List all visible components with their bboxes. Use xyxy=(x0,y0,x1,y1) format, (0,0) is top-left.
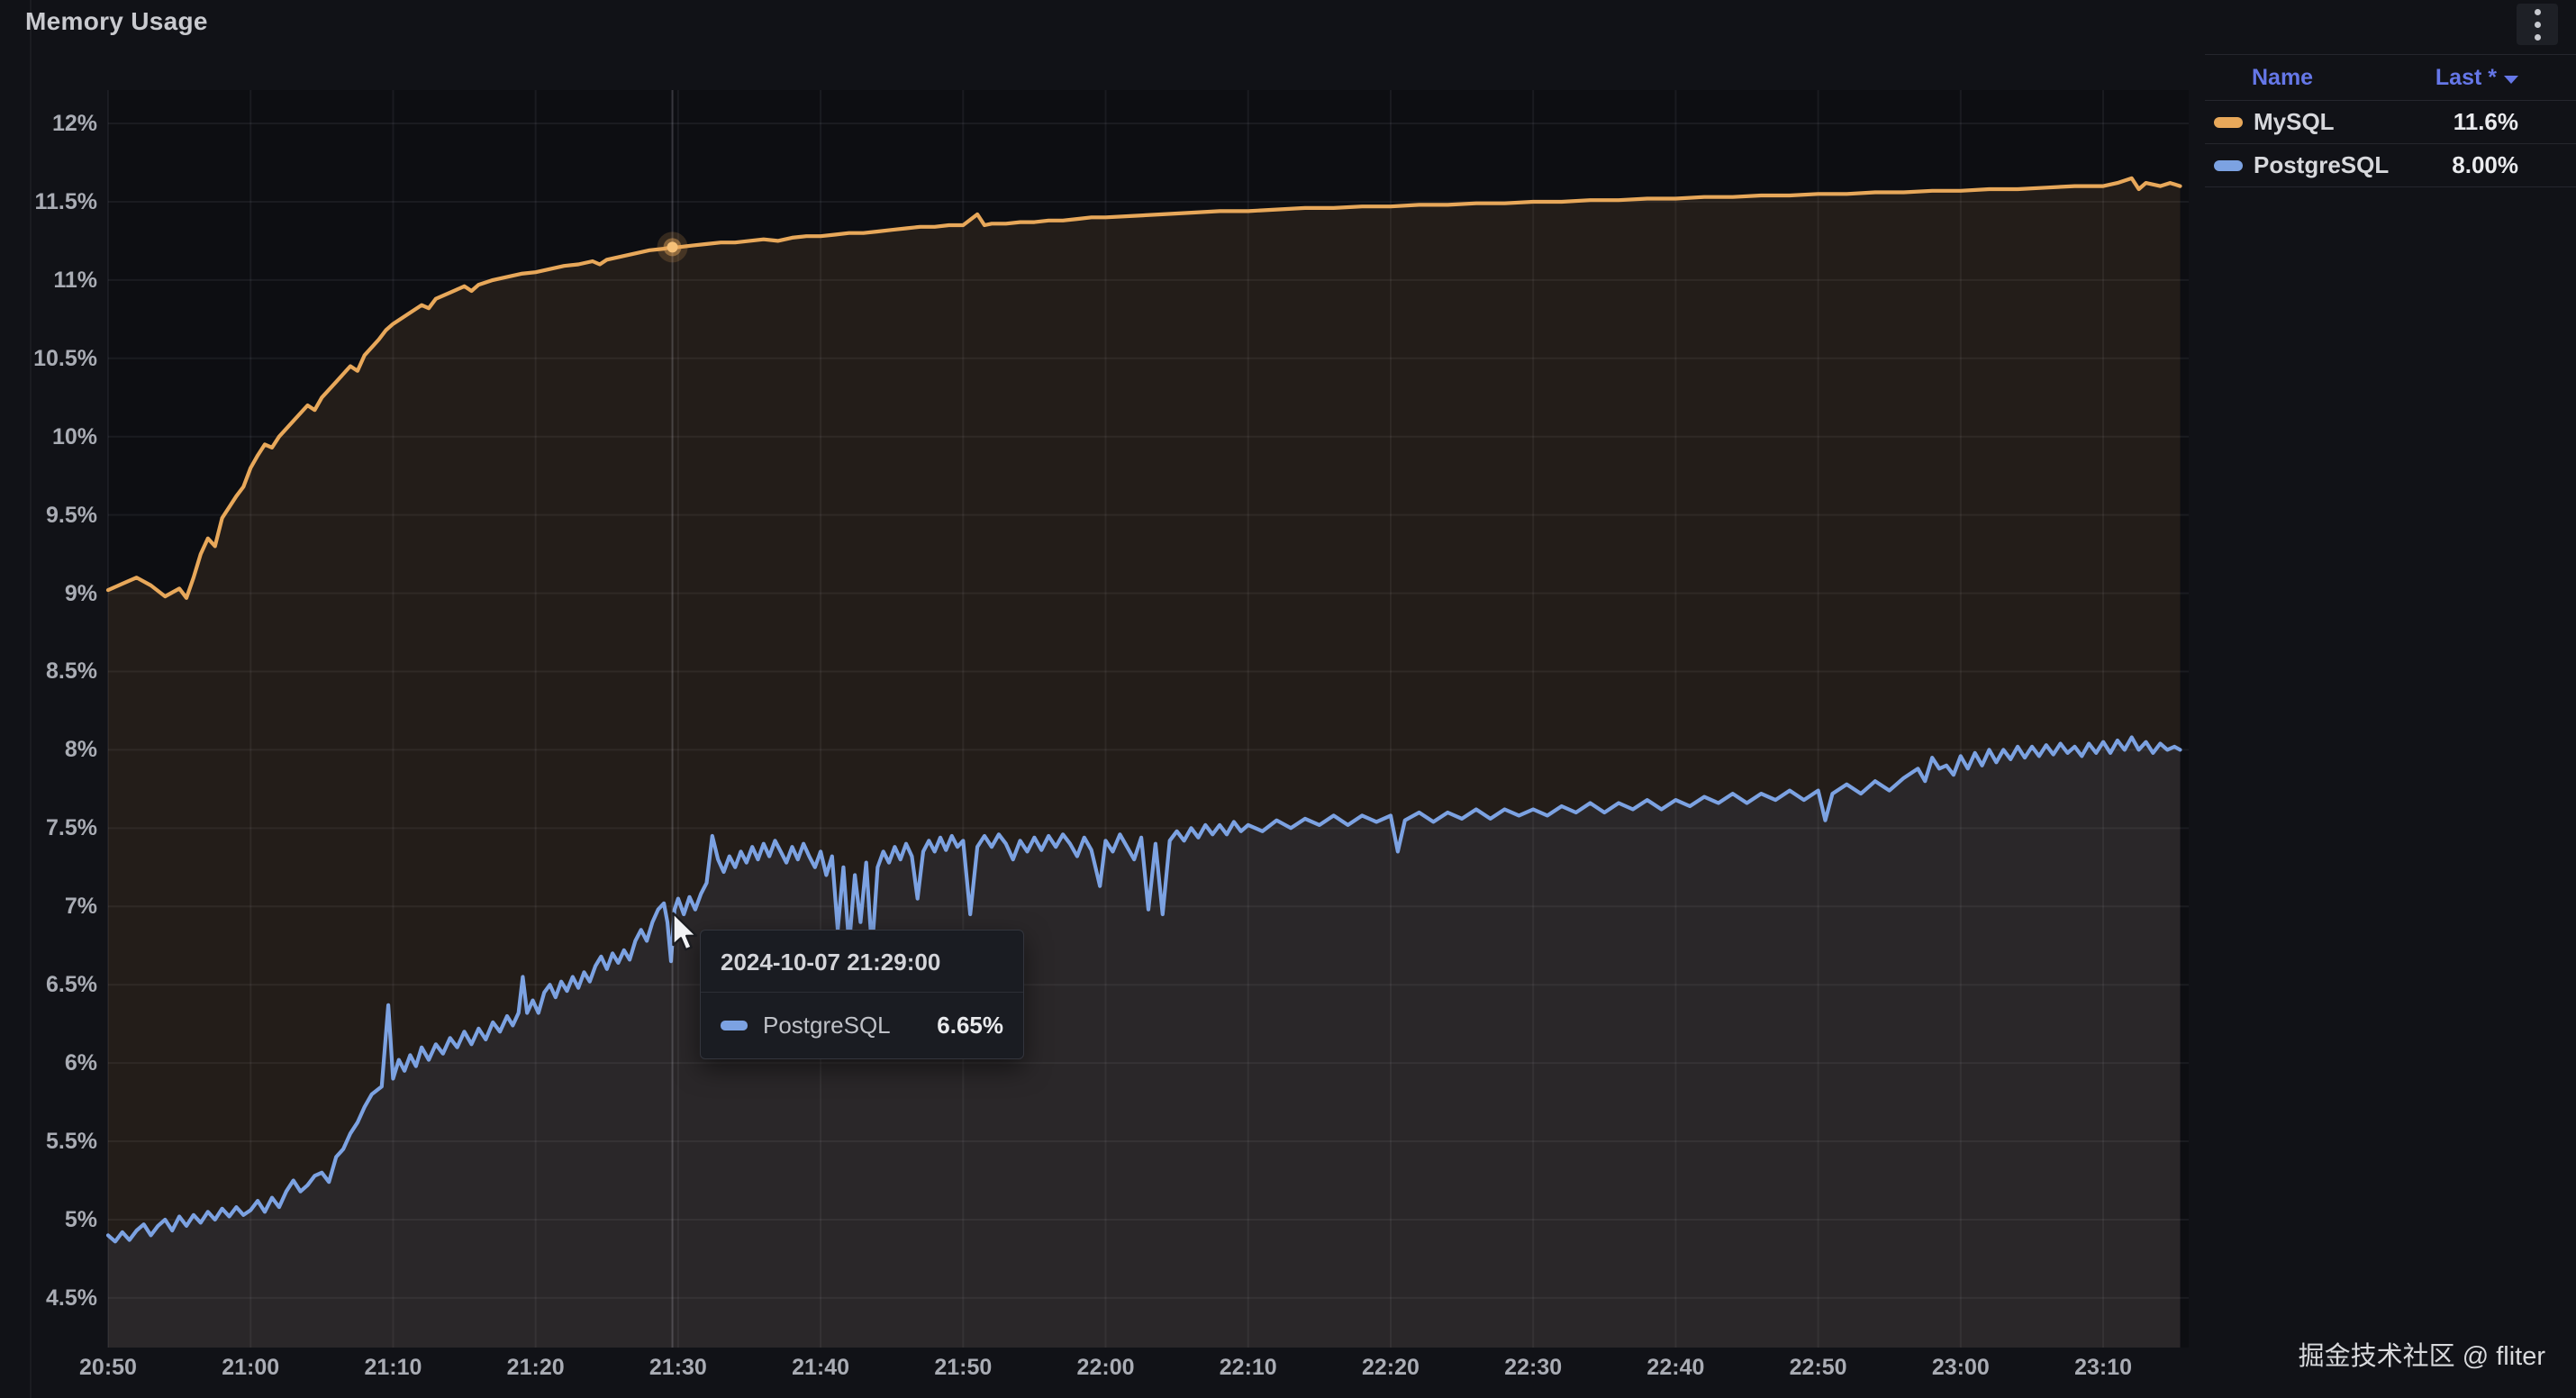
x-tick-label: 21:10 xyxy=(364,1355,422,1380)
legend-header: Name Last * xyxy=(2205,54,2576,101)
plot-background xyxy=(108,90,2189,1348)
panel-title: Memory Usage xyxy=(25,7,208,35)
caret-down-icon xyxy=(2504,75,2518,84)
panel-left-border xyxy=(30,0,32,1398)
series-area-PostgreSQL xyxy=(108,737,2181,1348)
y-tick-label: 6% xyxy=(64,1050,97,1076)
legend-row-MySQL[interactable]: MySQL 11.6% xyxy=(2205,101,2576,144)
x-tick-label: 22:30 xyxy=(1504,1355,1563,1380)
tooltip-timestamp: 2024-10-07 21:29:00 xyxy=(721,949,941,976)
watermark: 掘金技术社区 @ fliter xyxy=(2298,1342,2545,1371)
x-tick-label: 21:20 xyxy=(506,1355,565,1380)
hover-tooltip: 2024-10-07 21:29:00 PostgreSQL 6.65% xyxy=(700,930,1024,1059)
tooltip-series-name: PostgreSQL xyxy=(763,1012,891,1039)
y-tick-label: 12% xyxy=(51,111,97,137)
x-tick-label: 21:40 xyxy=(792,1355,850,1380)
y-tick-label: 7% xyxy=(64,894,97,920)
y-tick-label: 8% xyxy=(64,737,97,763)
x-tick-label: 22:00 xyxy=(1076,1355,1135,1380)
y-tick-label: 10.5% xyxy=(33,345,97,371)
series-area-MySQL xyxy=(108,177,2181,1348)
y-tick-label: 9.5% xyxy=(46,502,97,528)
legend-series-name: PostgreSQL xyxy=(2254,151,2390,178)
y-tick-label: 4.5% xyxy=(46,1285,97,1311)
panel-menu-button[interactable] xyxy=(2517,4,2558,45)
tooltip-series-swatch xyxy=(721,1021,748,1030)
x-tick-label: 22:40 xyxy=(1646,1355,1705,1380)
x-tick-label: 20:50 xyxy=(79,1355,137,1380)
legend-table: Name Last * MySQL 11.6% PostgreSQL 8.00% xyxy=(2205,54,2576,187)
y-tick-label: 11.5% xyxy=(34,188,97,214)
mouse-cursor-icon xyxy=(672,912,698,951)
x-tick-label: 21:30 xyxy=(649,1355,707,1380)
series-line-PostgreSQL xyxy=(105,735,2182,1244)
x-tick-label: 23:10 xyxy=(2074,1355,2133,1380)
y-tick-label: 5% xyxy=(64,1206,97,1232)
y-tick-label: 9% xyxy=(64,580,97,606)
y-tick-label: 10% xyxy=(51,423,97,449)
x-tick-label: 22:50 xyxy=(1789,1355,1847,1380)
x-tick-label: 21:00 xyxy=(222,1355,280,1380)
series-color-swatch xyxy=(2214,159,2243,171)
x-tick-label: 21:50 xyxy=(934,1355,993,1380)
tooltip-series-row: PostgreSQL 6.65% xyxy=(701,992,1023,1058)
series-color-swatch xyxy=(2214,116,2243,128)
legend-row-PostgreSQL[interactable]: PostgreSQL 8.00% xyxy=(2205,144,2576,187)
x-tick-label: 23:00 xyxy=(1931,1355,1990,1380)
x-tick-label: 22:10 xyxy=(1219,1355,1277,1380)
y-tick-label: 5.5% xyxy=(46,1129,97,1155)
legend-column-name[interactable]: Name xyxy=(2252,64,2314,90)
x-tick-label: 22:20 xyxy=(1361,1355,1420,1380)
series-line-MySQL xyxy=(105,176,2182,600)
legend-column-last[interactable]: Last * xyxy=(2435,65,2518,91)
legend-series-name: MySQL xyxy=(2254,108,2335,135)
y-tick-label: 11% xyxy=(53,267,97,293)
legend-series-last-value: 11.6% xyxy=(2453,108,2518,135)
legend-series-last-value: 8.00% xyxy=(2452,151,2518,178)
y-tick-label: 7.5% xyxy=(46,815,97,841)
y-tick-label: 8.5% xyxy=(46,658,97,685)
hover-point xyxy=(667,241,678,253)
y-tick-label: 6.5% xyxy=(46,972,97,998)
tooltip-series-value: 6.65% xyxy=(937,1012,1003,1039)
